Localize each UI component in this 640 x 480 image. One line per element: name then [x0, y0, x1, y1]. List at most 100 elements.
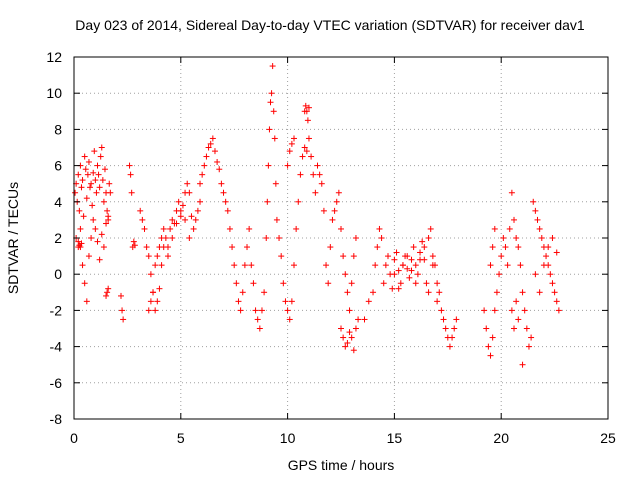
data-point — [352, 235, 359, 241]
data-point — [280, 280, 287, 287]
data-point — [528, 334, 535, 341]
data-point — [489, 244, 496, 251]
data-point — [127, 171, 134, 178]
data-point — [182, 216, 189, 223]
data-point — [199, 171, 206, 178]
data-point — [254, 316, 261, 323]
data-point — [500, 235, 507, 241]
data-point — [145, 253, 152, 260]
data-point — [519, 361, 526, 368]
data-point — [266, 126, 273, 133]
data-point — [350, 253, 357, 260]
data-point — [434, 298, 441, 305]
data-point — [104, 289, 111, 296]
data-point — [282, 298, 289, 305]
data-point — [513, 235, 520, 241]
data-point — [156, 285, 163, 292]
data-point — [344, 289, 351, 296]
data-point — [436, 289, 443, 296]
data-point — [88, 180, 95, 187]
data-point — [103, 220, 110, 227]
data-point — [78, 184, 85, 191]
data-point — [197, 198, 204, 205]
data-point — [536, 225, 543, 232]
data-point — [370, 289, 377, 296]
data-point — [515, 244, 522, 251]
data-point — [89, 202, 96, 209]
data-point — [329, 216, 336, 223]
data-point — [301, 144, 308, 151]
x-tick-label: 15 — [387, 430, 403, 446]
data-point — [179, 202, 186, 209]
data-point — [543, 253, 550, 260]
data-point — [164, 253, 171, 260]
data-point — [105, 213, 112, 220]
data-point — [90, 169, 97, 176]
data-point — [264, 198, 271, 205]
data-point — [241, 262, 248, 269]
data-point — [145, 307, 152, 314]
data-point — [530, 198, 537, 205]
data-point — [305, 104, 312, 111]
data-point — [404, 265, 411, 272]
data-point — [299, 153, 306, 160]
data-point — [395, 285, 402, 292]
data-point — [76, 207, 83, 214]
data-point — [150, 289, 157, 296]
data-point — [305, 135, 312, 142]
data-point — [491, 225, 498, 232]
data-point — [105, 285, 112, 292]
grid-lines — [74, 57, 608, 419]
data-point — [214, 158, 221, 165]
data-point — [498, 253, 505, 260]
data-point — [517, 262, 524, 269]
data-point — [382, 262, 389, 269]
data-point — [119, 307, 126, 314]
data-point — [304, 117, 311, 124]
y-tick-labels: -8 -6 -4 -2 0 2 4 6 8 10 12 — [46, 49, 62, 427]
data-point — [169, 235, 176, 241]
data-point — [286, 316, 293, 323]
x-tick-label: 20 — [493, 430, 509, 446]
data-point — [94, 162, 101, 169]
data-point — [511, 216, 518, 223]
data-point — [504, 262, 511, 269]
data-point — [340, 334, 347, 341]
data-point — [93, 189, 100, 196]
data-point — [85, 158, 92, 165]
data-point — [100, 198, 107, 205]
data-point — [177, 207, 184, 214]
data-point — [147, 271, 154, 278]
data-point — [485, 343, 492, 350]
data-point — [186, 189, 193, 196]
data-point — [156, 244, 163, 251]
data-point — [551, 289, 558, 296]
data-point — [508, 189, 515, 196]
data-point — [117, 292, 124, 299]
data-point — [515, 316, 522, 323]
data-point — [355, 316, 362, 323]
data-point — [442, 325, 449, 332]
data-point — [412, 280, 419, 287]
data-point — [147, 298, 154, 305]
data-point — [197, 180, 204, 187]
data-point — [237, 307, 244, 314]
data-point — [177, 213, 184, 220]
data-point — [268, 90, 275, 97]
data-point — [205, 144, 212, 151]
data-point — [540, 262, 547, 269]
data-point — [310, 171, 317, 178]
data-point — [141, 225, 148, 232]
data-point — [216, 166, 223, 173]
data-point — [84, 171, 91, 178]
data-point — [545, 244, 552, 251]
data-point — [154, 253, 161, 260]
y-tick-label: -2 — [50, 302, 63, 318]
data-point — [143, 244, 150, 251]
data-point — [291, 135, 298, 142]
data-point — [81, 153, 88, 160]
data-point — [269, 63, 276, 70]
data-point — [201, 162, 208, 169]
data-point — [284, 307, 291, 314]
data-point — [97, 153, 104, 160]
